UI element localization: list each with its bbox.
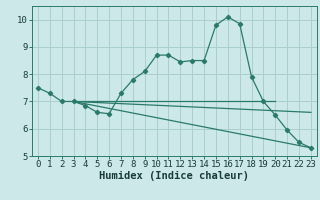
- X-axis label: Humidex (Indice chaleur): Humidex (Indice chaleur): [100, 171, 249, 181]
